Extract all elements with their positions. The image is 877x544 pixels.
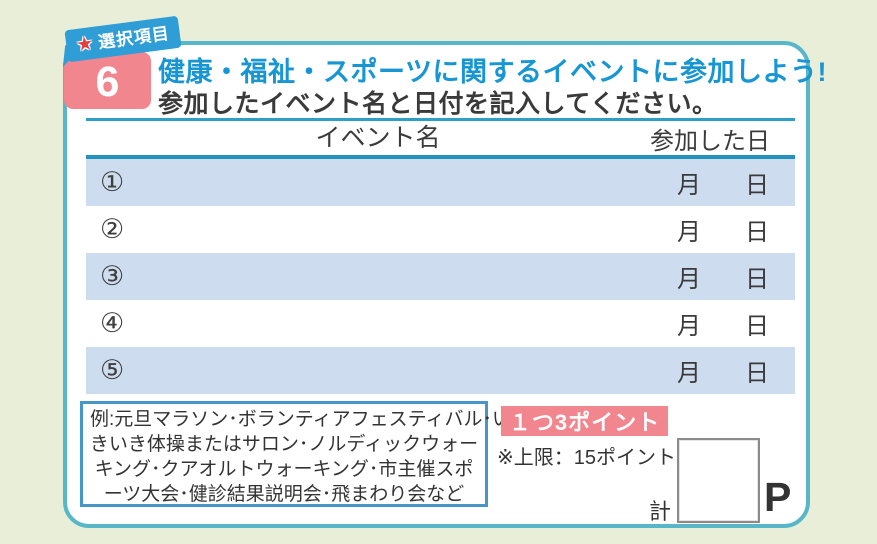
item-number: 6 <box>95 58 120 106</box>
section-title: 健康・福祉・スポーツに関するイベントに参加しよう! <box>158 57 827 87</box>
row-number: ① <box>100 167 125 197</box>
examples-line: ーツ大会･健診結果説明会･飛まわり会など <box>103 484 465 505</box>
day-label: 日 <box>745 266 769 293</box>
examples-line: キング･クアオルトウォーキング･市主催スポ <box>94 459 474 480</box>
table-rows: ① 月 日 ② 月 日 ③ 月 日 ④ 月 日 <box>86 159 795 394</box>
points-unit: P <box>764 474 792 520</box>
total-points-box <box>677 438 760 523</box>
month-label: 月 <box>677 266 701 293</box>
total-label: 計 <box>649 499 672 524</box>
month-label: 月 <box>677 219 701 246</box>
row-number: ⑤ <box>100 355 125 385</box>
row-number: ② <box>100 214 125 244</box>
table-row: ② 月 日 <box>86 206 795 253</box>
row-number: ④ <box>100 308 125 338</box>
table-row: ④ 月 日 <box>86 300 795 347</box>
row-number: ③ <box>100 261 125 291</box>
section-instruction: 参加したイベント名と日付を記入してください。 <box>158 90 718 118</box>
points-per-event-badge: １つ3ポイント <box>501 406 668 436</box>
month-label: 月 <box>677 172 701 199</box>
item-number-badge: 6 <box>64 52 151 109</box>
day-label: 日 <box>745 313 769 340</box>
day-label: 日 <box>745 219 769 246</box>
star-icon: ★ <box>75 32 95 56</box>
month-label: 月 <box>677 360 701 387</box>
column-header-event: イベント名 <box>315 124 441 152</box>
table-row: ⑤ 月 日 <box>86 347 795 394</box>
examples-box: 例:元旦マラソン･ボランティアフェスティバル･い きいき体操またはサロン･ノルデ… <box>80 401 512 507</box>
table-row: ③ 月 日 <box>86 253 795 300</box>
examples-line: きいき体操またはサロン･ノルディックウォー <box>89 434 479 455</box>
day-label: 日 <box>745 172 769 199</box>
table-header: イベント名 参加した日 <box>86 118 795 159</box>
day-label: 日 <box>745 360 769 387</box>
points-limit-note: ※上限：15ポイント <box>497 447 677 469</box>
examples-line: 例:元旦マラソン･ボランティアフェスティバル･い <box>90 409 512 430</box>
month-label: 月 <box>677 313 701 340</box>
event-table: イベント名 参加した日 ① 月 日 ② 月 日 ③ 月 日 <box>86 118 795 394</box>
table-row: ① 月 日 <box>86 159 795 206</box>
column-header-date: 参加した日 <box>650 128 770 155</box>
category-tag-label: 選択項目 <box>96 23 171 52</box>
